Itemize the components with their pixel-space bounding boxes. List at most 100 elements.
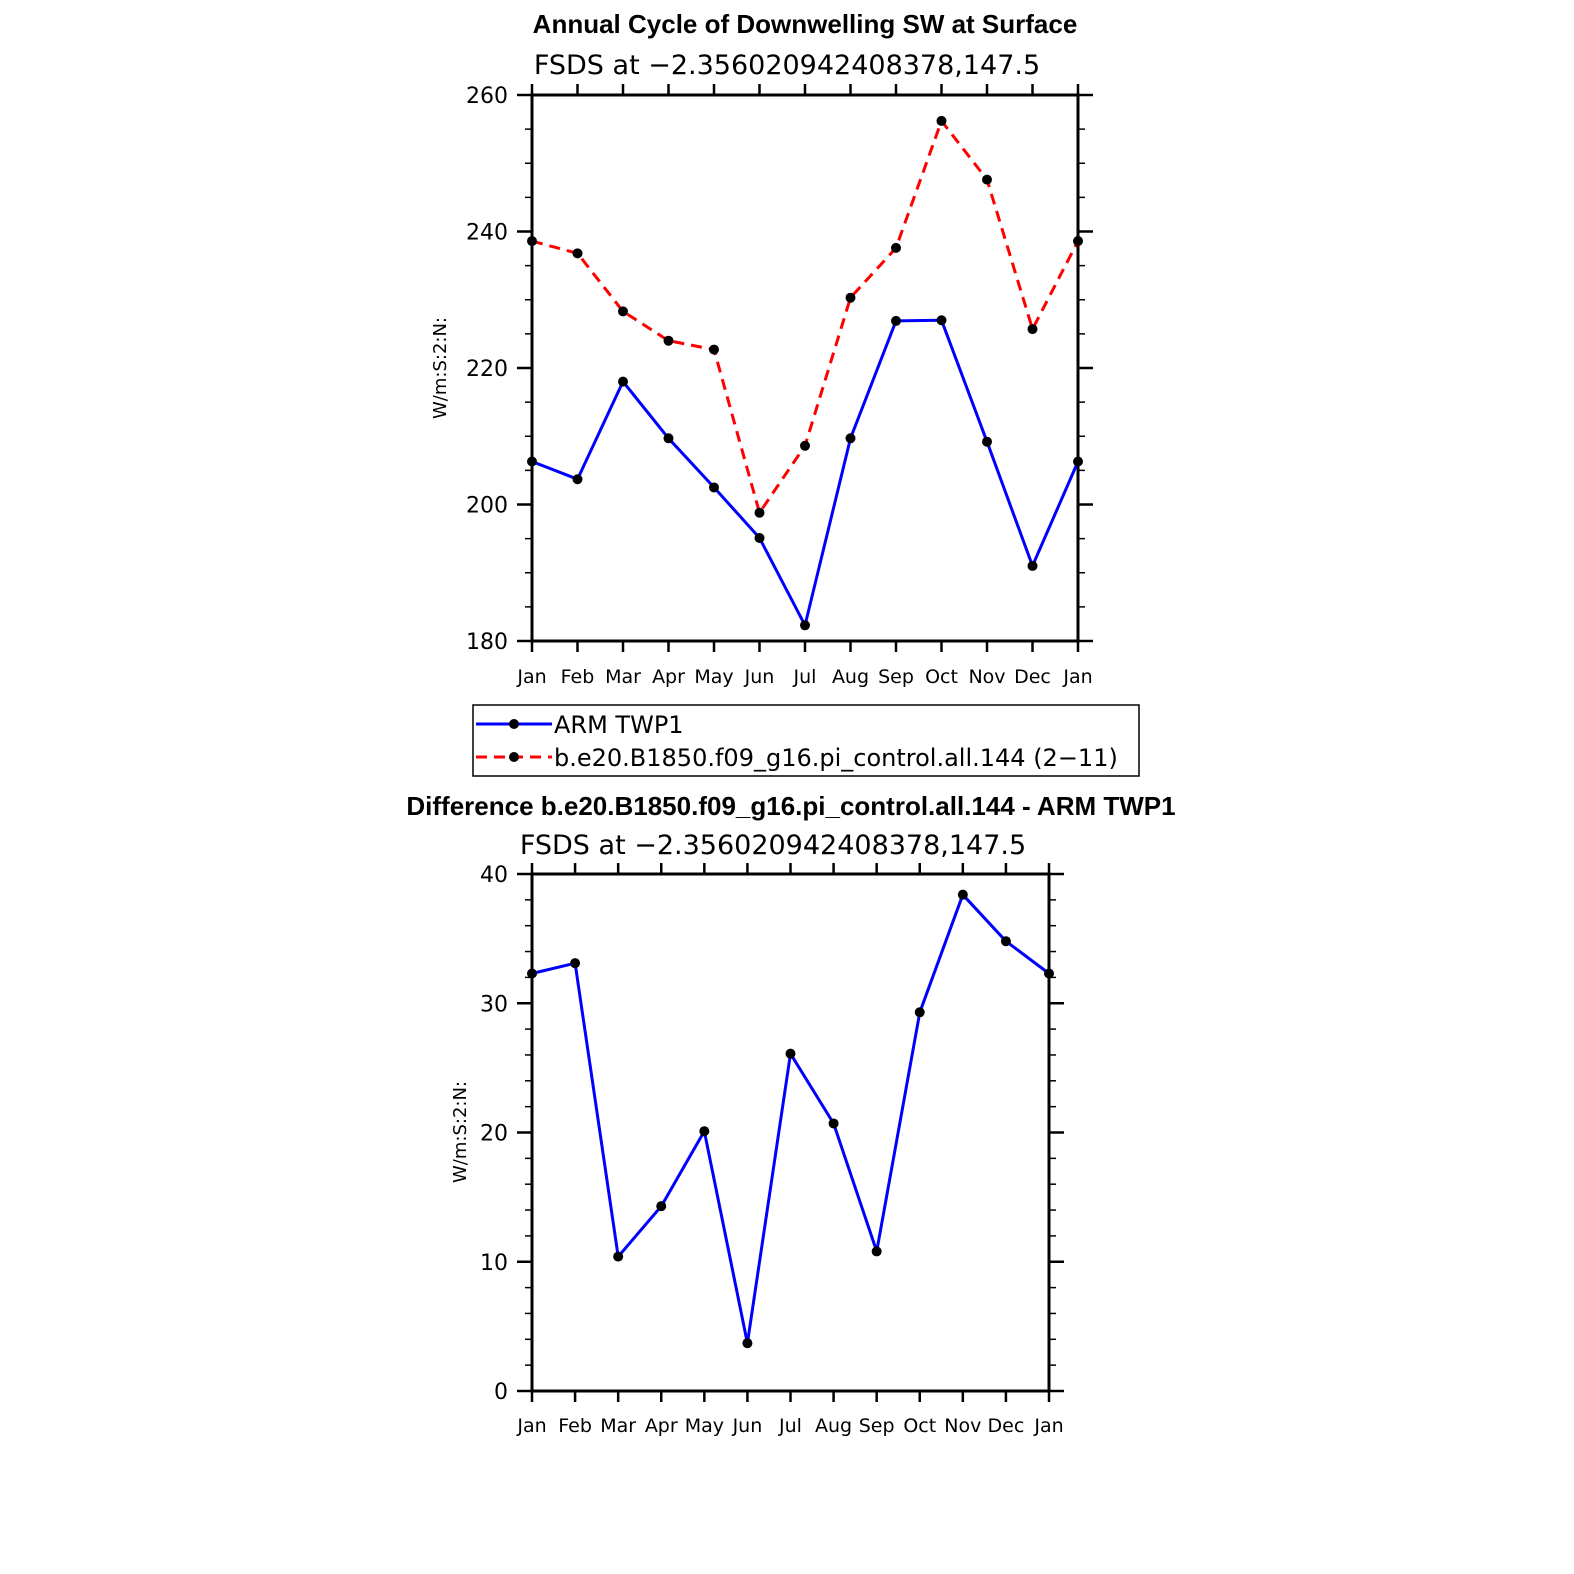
data-point bbox=[572, 248, 583, 259]
y-axis-label: W/m:S:2:N: bbox=[430, 317, 451, 419]
data-point bbox=[656, 1201, 667, 1212]
x-tick-label: Nov bbox=[944, 1415, 981, 1437]
data-point bbox=[709, 482, 719, 493]
y-tick-label: 30 bbox=[480, 992, 508, 1017]
data-point bbox=[982, 436, 992, 447]
data-point bbox=[527, 968, 537, 979]
data-point bbox=[1044, 968, 1054, 979]
legend-entry-arm: ARM TWP1 bbox=[476, 711, 684, 739]
data-point bbox=[1073, 236, 1083, 247]
x-tick-label: Aug bbox=[815, 1415, 852, 1437]
data-point bbox=[845, 292, 856, 303]
x-tick-label: Jan bbox=[516, 666, 546, 688]
data-point bbox=[1073, 456, 1083, 467]
x-tick-label: Mar bbox=[605, 666, 641, 688]
plot-axes: Jan Feb Mar Apr May Jun Jul Aug Sep Oct Nov Dec Jan 1… bbox=[466, 84, 1093, 688]
x-tick-label: Jan bbox=[516, 1415, 546, 1437]
y-tick-label: 0 bbox=[494, 1380, 508, 1405]
legend-label: ARM TWP1 bbox=[554, 711, 684, 739]
y-tick-label: 240 bbox=[466, 221, 508, 246]
x-tick-label: Jul bbox=[778, 1415, 802, 1437]
data-point bbox=[572, 474, 583, 485]
x-tick-label: Jan bbox=[1033, 1415, 1063, 1437]
chart-annual-cycle: Annual Cycle of Downwelling SW at Surfac… bbox=[430, 9, 1093, 688]
x-tick-label: Sep bbox=[878, 666, 914, 688]
x-tick-label: Apr bbox=[652, 666, 685, 688]
y-axis-label: W/m:S:2:N: bbox=[450, 1081, 471, 1183]
data-point bbox=[699, 1126, 710, 1137]
series-line-0 bbox=[531, 318, 1080, 627]
x-tick-label: Jan bbox=[1062, 666, 1092, 688]
data-point bbox=[663, 335, 674, 346]
x-tick-label: Apr bbox=[645, 1415, 678, 1437]
data-point bbox=[828, 1118, 839, 1129]
data-point bbox=[1027, 560, 1038, 571]
data-point bbox=[1027, 324, 1038, 335]
legend-marker bbox=[509, 752, 519, 762]
data-point bbox=[1000, 936, 1011, 947]
plot-marks bbox=[527, 115, 1083, 631]
data-point bbox=[785, 1048, 796, 1059]
y-tick-label: 10 bbox=[480, 1251, 508, 1276]
x-tick-label: Jun bbox=[732, 1415, 763, 1437]
data-point bbox=[527, 236, 537, 247]
y-tick-label: 20 bbox=[480, 1122, 508, 1147]
legend-label: b.e20.B1850.f09_g16.pi_control.all.144 (… bbox=[554, 744, 1118, 772]
x-tick-label: Feb bbox=[561, 666, 595, 688]
chart-difference: Difference b.e20.B1850.f09_g16.pi_contro… bbox=[406, 791, 1175, 1437]
x-tick-label: May bbox=[685, 1415, 724, 1437]
legend-box bbox=[472, 704, 1140, 777]
y-tick-label: 40 bbox=[480, 863, 508, 888]
plot-frame bbox=[530, 872, 1051, 1393]
plot-marks bbox=[527, 889, 1054, 1349]
legend-marker bbox=[509, 719, 519, 729]
x-tick-label: Dec bbox=[1014, 666, 1051, 688]
data-point bbox=[914, 1007, 925, 1018]
data-point bbox=[754, 507, 765, 518]
legend-entry-model: b.e20.B1850.f09_g16.pi_control.all.144 (… bbox=[476, 744, 1118, 772]
data-point bbox=[570, 958, 581, 969]
y-tick-label: 200 bbox=[466, 494, 508, 519]
data-point bbox=[936, 115, 947, 126]
data-point bbox=[618, 376, 628, 387]
data-point bbox=[613, 1251, 624, 1262]
chart-title: Annual Cycle of Downwelling SW at Surfac… bbox=[533, 9, 1078, 39]
series-line-0 bbox=[531, 893, 1050, 1345]
data-point bbox=[891, 315, 901, 326]
x-tick-label: Oct bbox=[903, 1415, 936, 1437]
chart-title: Difference b.e20.B1850.f09_g16.pi_contro… bbox=[406, 791, 1175, 821]
data-point bbox=[845, 433, 856, 444]
y-tick-label: 220 bbox=[466, 357, 508, 382]
data-point bbox=[936, 315, 947, 326]
x-tick-label: Dec bbox=[988, 1415, 1025, 1437]
x-tick-label: May bbox=[694, 666, 733, 688]
data-point bbox=[527, 456, 537, 467]
data-point bbox=[982, 174, 992, 185]
legend: ARM TWP1 b.e20.B1850.f09_g16.pi_control.… bbox=[472, 704, 1140, 777]
plot-frame bbox=[530, 93, 1080, 643]
data-point bbox=[800, 620, 810, 631]
data-point bbox=[754, 532, 765, 543]
x-tick-label: Oct bbox=[925, 666, 958, 688]
x-tick-label: Mar bbox=[600, 1415, 636, 1437]
plot-axes: Jan Feb Mar Apr May Jun Jul Aug Sep Oct Nov Dec Jan 0… bbox=[480, 863, 1064, 1437]
x-tick-label: Sep bbox=[859, 1415, 895, 1437]
y-tick-label: 260 bbox=[466, 84, 508, 109]
x-tick-label: Feb bbox=[558, 1415, 592, 1437]
data-point bbox=[618, 306, 628, 317]
data-point bbox=[663, 433, 674, 444]
x-tick-label: Nov bbox=[968, 666, 1005, 688]
chart-subtitle: FSDS at −2.356020942408378,147.5 bbox=[534, 50, 1040, 81]
data-point bbox=[871, 1246, 882, 1257]
x-tick-label: Aug bbox=[832, 666, 869, 688]
x-tick-label: Jun bbox=[744, 666, 775, 688]
series-line-1 bbox=[531, 119, 1080, 515]
data-point bbox=[709, 344, 719, 355]
data-point bbox=[957, 889, 968, 900]
y-tick-label: 180 bbox=[466, 630, 508, 655]
x-tick-label: Jul bbox=[793, 666, 817, 688]
data-point bbox=[891, 242, 901, 253]
data-point bbox=[800, 440, 810, 451]
chart-subtitle: FSDS at −2.356020942408378,147.5 bbox=[520, 830, 1026, 861]
